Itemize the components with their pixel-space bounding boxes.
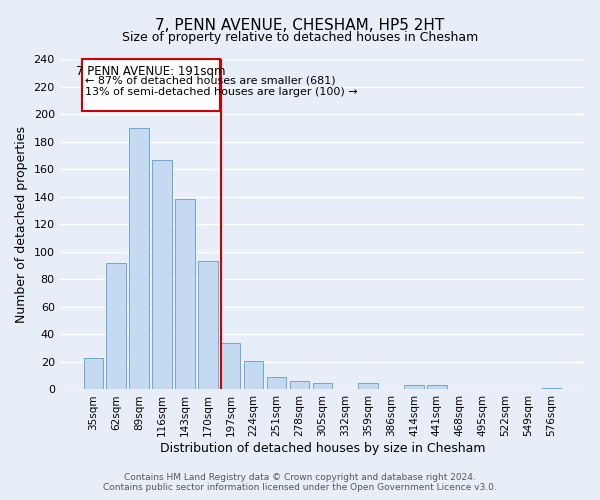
Text: 13% of semi-detached houses are larger (100) →: 13% of semi-detached houses are larger (… bbox=[85, 86, 358, 97]
Text: Size of property relative to detached houses in Chesham: Size of property relative to detached ho… bbox=[122, 31, 478, 44]
Bar bbox=[427, 386, 446, 390]
Bar bbox=[152, 160, 172, 390]
Bar bbox=[83, 358, 103, 390]
X-axis label: Distribution of detached houses by size in Chesham: Distribution of detached houses by size … bbox=[160, 442, 485, 455]
Bar bbox=[82, 59, 220, 112]
Bar bbox=[130, 128, 149, 390]
Bar bbox=[404, 386, 424, 390]
Bar bbox=[358, 382, 378, 390]
Text: 7, PENN AVENUE, CHESHAM, HP5 2HT: 7, PENN AVENUE, CHESHAM, HP5 2HT bbox=[155, 18, 445, 32]
Bar bbox=[267, 377, 286, 390]
Text: ← 87% of detached houses are smaller (681): ← 87% of detached houses are smaller (68… bbox=[85, 76, 336, 86]
Bar bbox=[221, 342, 241, 390]
Bar bbox=[198, 262, 218, 390]
Y-axis label: Number of detached properties: Number of detached properties bbox=[15, 126, 28, 322]
Bar bbox=[290, 381, 309, 390]
Bar bbox=[313, 382, 332, 390]
Bar bbox=[244, 360, 263, 390]
Text: 7 PENN AVENUE: 191sqm: 7 PENN AVENUE: 191sqm bbox=[76, 64, 226, 78]
Bar bbox=[175, 200, 194, 390]
Bar bbox=[106, 263, 126, 390]
Text: Contains HM Land Registry data © Crown copyright and database right 2024.
Contai: Contains HM Land Registry data © Crown c… bbox=[103, 473, 497, 492]
Bar bbox=[542, 388, 561, 390]
